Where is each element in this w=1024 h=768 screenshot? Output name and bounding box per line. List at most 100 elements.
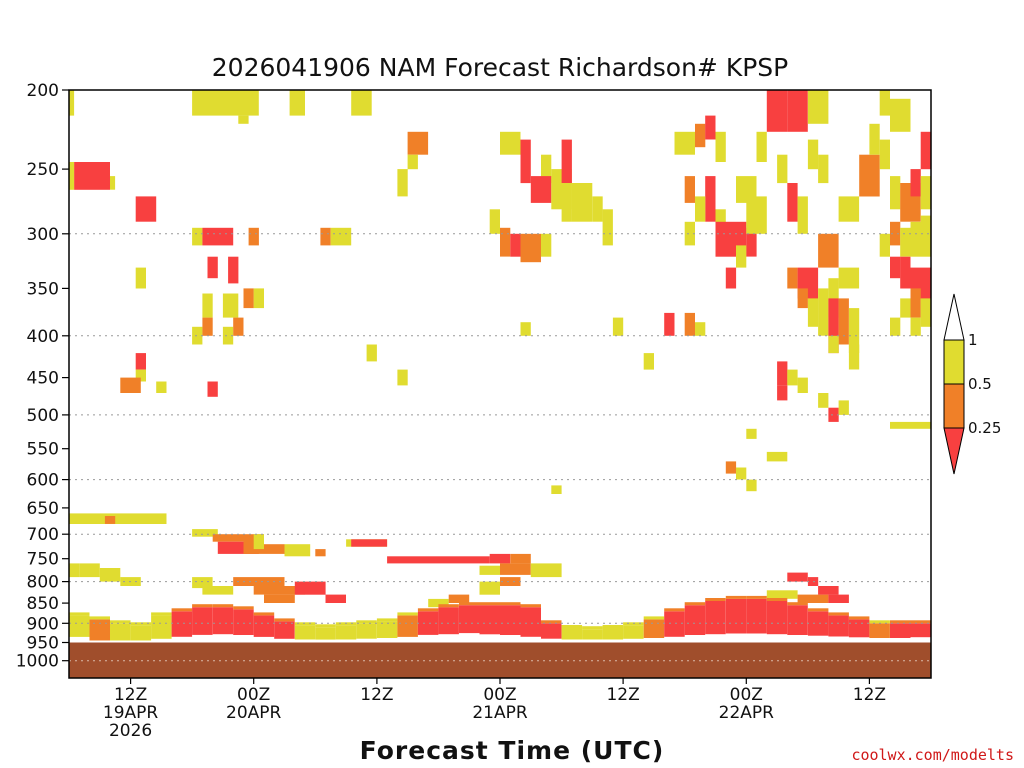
ri-cell: [787, 572, 808, 582]
boundary-layer-segment: [376, 621, 398, 638]
boundary-layer-fringe: [705, 598, 726, 601]
boundary-layer-fringe: [500, 602, 521, 606]
ri-cell: [910, 288, 921, 318]
ri-cell: [264, 594, 295, 603]
boundary-layer-segment: [151, 615, 172, 639]
ri-cell: [797, 594, 829, 603]
ri-cell: [520, 139, 531, 184]
ri-cell: [294, 581, 326, 595]
boundary-layer-segment: [233, 609, 254, 635]
ri-cell: [818, 393, 829, 408]
x-tick-label: 20APR: [226, 703, 282, 723]
y-tick-label: 200: [27, 81, 59, 101]
ri-cell: [551, 485, 562, 494]
boundary-layer-segment: [561, 628, 583, 640]
boundary-layer-fringe: [459, 602, 480, 606]
boundary-layer-fringe: [602, 625, 624, 628]
ri-cell: [890, 317, 901, 336]
ri-cell: [500, 577, 521, 586]
boundary-layer-fringe: [233, 606, 254, 610]
ri-cell: [79, 563, 100, 578]
ri-cell: [264, 544, 285, 554]
ri-cell: [135, 353, 146, 370]
boundary-layer-segment: [479, 605, 500, 635]
boundary-layer-segment: [766, 601, 788, 635]
ri-cell: [351, 90, 372, 116]
ground-fill: [69, 642, 931, 678]
ri-cell: [674, 131, 695, 155]
ri-cell: [479, 565, 500, 575]
legend-arrow-top: [943, 293, 965, 341]
x-tick-label: 21APR: [472, 703, 528, 723]
ri-cell: [222, 326, 234, 345]
boundary-layer-fringe: [438, 604, 459, 608]
boundary-layer-segment: [807, 611, 829, 636]
boundary-layer-fringe: [479, 602, 500, 606]
boundary-layer-segment: [294, 625, 316, 640]
ri-cell: [69, 162, 75, 190]
ri-cell: [520, 322, 531, 336]
y-tick-label: 650: [27, 499, 59, 519]
ri-cell: [156, 381, 167, 393]
ri-cell: [695, 196, 706, 222]
ri-cell: [746, 479, 757, 492]
legend-swatch: [943, 383, 965, 429]
boundary-layer-segment: [253, 615, 275, 637]
ri-cell: [879, 139, 890, 170]
ri-cell: [715, 209, 726, 234]
ri-cell: [397, 369, 408, 386]
legend: 1 0.5 0.25: [943, 293, 1001, 475]
boundary-layer-fringe: [171, 608, 193, 612]
y-tick-label: 700: [27, 525, 59, 545]
ri-cell: [828, 298, 839, 354]
ri-cell: [797, 377, 808, 393]
boundary-layer-segment: [602, 628, 624, 640]
ri-cell: [879, 233, 890, 257]
boundary-layer-segment: [787, 605, 808, 635]
ri-cell: [248, 227, 259, 246]
ri-cell: [684, 176, 695, 203]
y-tick-label: 750: [27, 550, 59, 570]
ri-cell: [910, 169, 921, 197]
ri-cell: [828, 407, 839, 422]
boundary-layer-segment: [274, 621, 295, 639]
ri-cell: [192, 326, 203, 345]
boundary-layer-segment: [520, 607, 541, 637]
boundary-layer-segment: [541, 623, 562, 639]
ri-cell: [612, 317, 624, 336]
ri-cell: [500, 227, 511, 257]
ri-cell: [890, 421, 931, 429]
ri-cell: [797, 196, 808, 234]
boundary-layer-fringe: [890, 620, 911, 624]
ri-cell: [238, 115, 249, 124]
boundary-layer-fringe: [130, 622, 152, 626]
ri-cell: [233, 317, 244, 336]
ri-cell: [212, 534, 244, 542]
ri-cell: [192, 529, 218, 537]
boundary-layer-segment: [130, 625, 152, 641]
ri-cell: [736, 176, 757, 203]
ri-cell: [818, 586, 839, 595]
ri-cell: [818, 154, 829, 184]
boundary-layer-segment: [335, 625, 357, 640]
x-tick-label: 12Z: [606, 685, 639, 705]
boundary-layer-fringe: [807, 608, 829, 612]
y-tick-label: 800: [27, 573, 59, 593]
boundary-layer-segment: [192, 607, 213, 635]
ground-surface: [69, 640, 931, 678]
boundary-layer-segment: [110, 623, 131, 641]
ri-cell: [838, 196, 860, 222]
ri-cell: [787, 369, 798, 386]
boundary-layer-segment: [643, 619, 665, 638]
boundary-layer-fringe: [417, 608, 439, 612]
ri-cell: [571, 183, 593, 222]
ri-cell: [828, 335, 839, 354]
x-tick-label: 12Z: [853, 685, 886, 705]
ri-cell: [541, 233, 552, 257]
ri-cell: [320, 227, 331, 246]
ri-cell: [479, 581, 500, 595]
x-tick-label: 22APR: [719, 703, 775, 723]
ri-cell: [807, 90, 829, 124]
ri-cell: [818, 233, 839, 268]
boundary-layer-fringe: [397, 612, 418, 616]
